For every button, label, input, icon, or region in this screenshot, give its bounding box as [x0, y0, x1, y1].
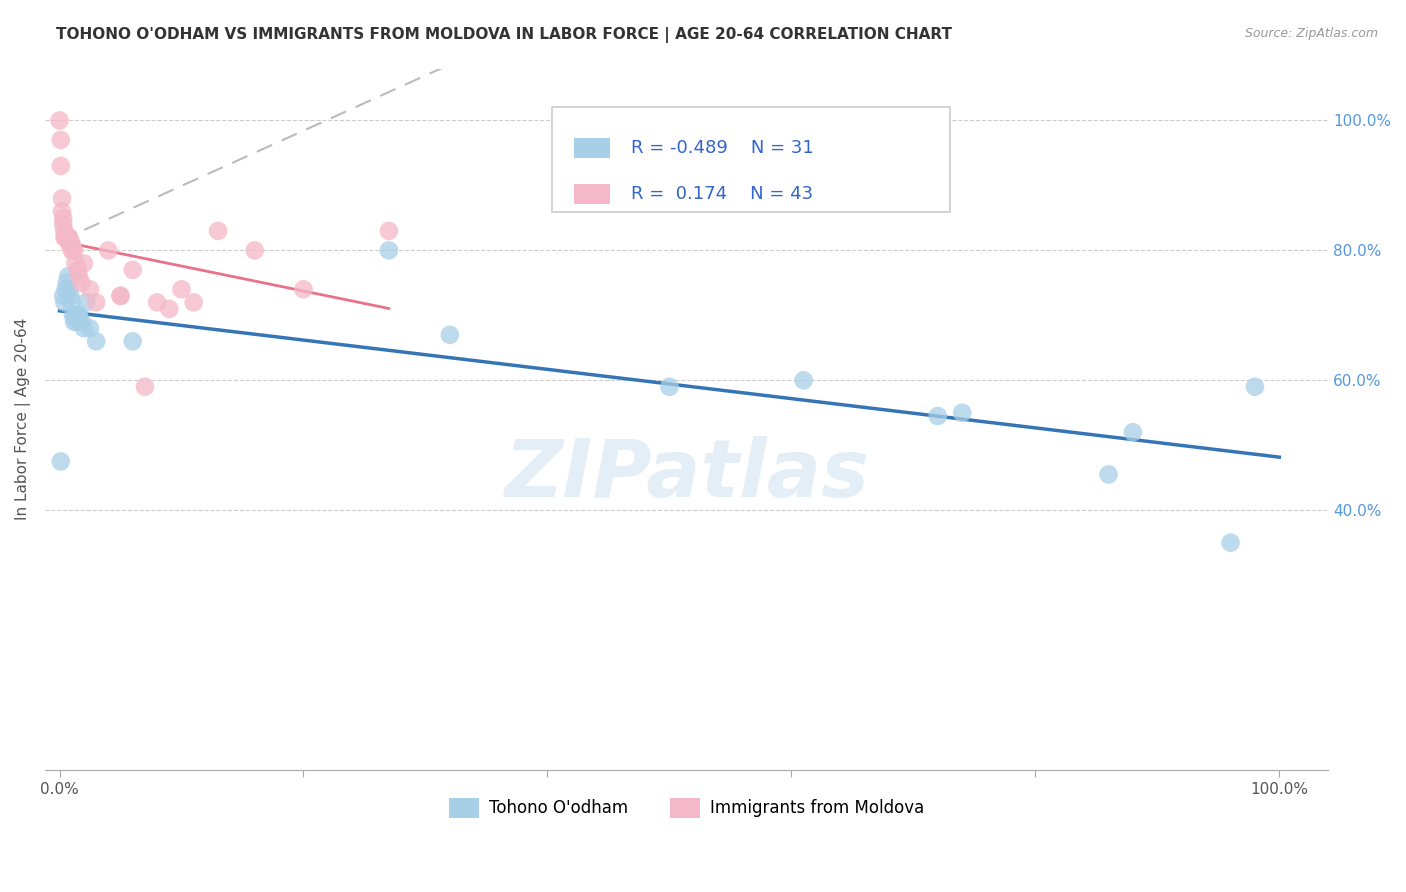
Point	[60, 295, 83, 310]
Point	[658, 380, 681, 394]
Point	[63, 244, 86, 258]
Text: Source: ZipAtlas.com: Source: ZipAtlas.com	[1244, 27, 1378, 40]
Point	[55, 282, 77, 296]
Point	[97, 244, 120, 258]
Legend: Tohono O'odham, Immigrants from Moldova: Tohono O'odham, Immigrants from Moldova	[443, 791, 931, 825]
Point	[927, 409, 949, 423]
Point	[56, 230, 79, 244]
Point	[56, 230, 79, 244]
Point	[292, 282, 315, 296]
Point	[950, 406, 973, 420]
Point	[56, 269, 79, 284]
Point	[67, 309, 90, 323]
Point	[52, 211, 75, 225]
Point	[66, 263, 89, 277]
Point	[378, 224, 401, 238]
Point	[58, 282, 80, 296]
Point	[56, 230, 79, 244]
FancyBboxPatch shape	[551, 107, 949, 212]
Point	[62, 309, 84, 323]
Point	[70, 315, 93, 329]
Text: ZIPatlas: ZIPatlas	[503, 436, 869, 515]
Point	[49, 133, 72, 147]
Point	[63, 315, 86, 329]
Point	[62, 244, 84, 258]
Point	[75, 295, 97, 310]
Point	[51, 191, 73, 205]
FancyBboxPatch shape	[574, 185, 610, 204]
Point	[49, 454, 72, 468]
Point	[59, 289, 82, 303]
Point	[53, 224, 76, 238]
Text: R = -0.489    N = 31: R = -0.489 N = 31	[631, 139, 814, 157]
Point	[59, 236, 82, 251]
FancyBboxPatch shape	[574, 138, 610, 158]
Point	[73, 321, 96, 335]
Point	[60, 244, 83, 258]
Point	[48, 113, 70, 128]
Point	[73, 256, 96, 270]
Point	[79, 282, 101, 296]
Point	[134, 380, 156, 394]
Point	[55, 230, 77, 244]
Point	[84, 295, 107, 310]
Point	[52, 289, 75, 303]
Point	[52, 218, 75, 232]
Point	[157, 301, 180, 316]
Text: R =  0.174    N = 43: R = 0.174 N = 43	[631, 185, 814, 203]
Point	[56, 276, 79, 290]
Point	[121, 334, 143, 349]
Point	[110, 289, 132, 303]
Point	[183, 295, 205, 310]
Point	[121, 263, 143, 277]
Y-axis label: In Labor Force | Age 20-64: In Labor Force | Age 20-64	[15, 318, 31, 520]
Point	[60, 236, 83, 251]
Point	[1244, 380, 1267, 394]
Point	[59, 236, 82, 251]
Point	[65, 315, 87, 329]
Text: TOHONO O'ODHAM VS IMMIGRANTS FROM MOLDOVA IN LABOR FORCE | AGE 20-64 CORRELATION: TOHONO O'ODHAM VS IMMIGRANTS FROM MOLDOV…	[56, 27, 952, 43]
Point	[55, 230, 77, 244]
Point	[58, 230, 80, 244]
Point	[1097, 467, 1119, 482]
Point	[53, 230, 76, 244]
Point	[70, 276, 93, 290]
Point	[243, 244, 266, 258]
Point	[56, 230, 79, 244]
Point	[67, 269, 90, 284]
Point	[793, 373, 815, 387]
Point	[58, 236, 80, 251]
Point	[49, 159, 72, 173]
Point	[110, 289, 132, 303]
Point	[439, 327, 461, 342]
Point	[378, 244, 401, 258]
Point	[1219, 535, 1241, 549]
Point	[65, 309, 87, 323]
Point	[66, 309, 89, 323]
Point	[53, 295, 76, 310]
Point	[79, 321, 101, 335]
Point	[146, 295, 169, 310]
Point	[1122, 425, 1144, 440]
Point	[207, 224, 229, 238]
Point	[170, 282, 193, 296]
Point	[65, 256, 87, 270]
Point	[84, 334, 107, 349]
Point	[51, 204, 73, 219]
